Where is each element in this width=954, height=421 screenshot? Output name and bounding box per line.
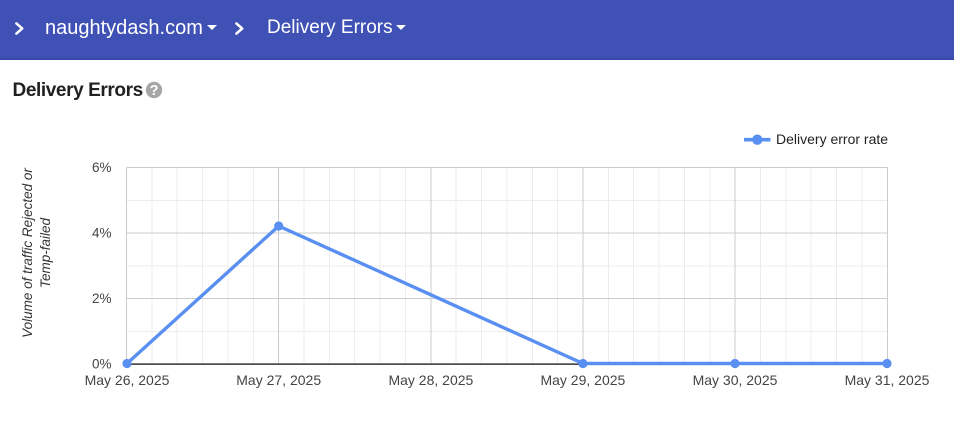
svg-text:May 31, 2025: May 31, 2025 xyxy=(845,372,930,388)
svg-text:May 28, 2025: May 28, 2025 xyxy=(388,372,473,388)
svg-text:?: ? xyxy=(150,83,159,99)
svg-text:May 29, 2025: May 29, 2025 xyxy=(540,372,625,388)
svg-text:May 26, 2025: May 26, 2025 xyxy=(85,372,170,388)
svg-text:0%: 0% xyxy=(92,357,112,372)
svg-text:2%: 2% xyxy=(92,291,112,306)
svg-text:4%: 4% xyxy=(92,226,112,241)
svg-text:Volume of traffic Rejected or: Volume of traffic Rejected or xyxy=(20,168,35,338)
svg-text:Delivery error rate: Delivery error rate xyxy=(776,131,888,147)
svg-text:6%: 6% xyxy=(92,160,112,175)
svg-text:May 30, 2025: May 30, 2025 xyxy=(693,372,778,388)
svg-text:May 27, 2025: May 27, 2025 xyxy=(236,372,321,388)
svg-text:Temp-failed: Temp-failed xyxy=(38,217,53,288)
